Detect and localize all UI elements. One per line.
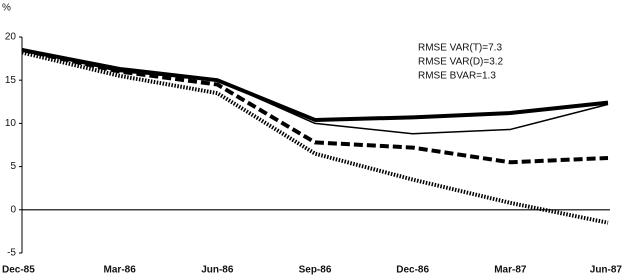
y-axis-label: % <box>2 3 11 14</box>
x-tick-label: Jun-87 <box>590 265 623 276</box>
x-tick-label: Dec-85 <box>2 265 35 276</box>
annotation: RMSE BVAR=1.3 <box>418 71 496 82</box>
y-tick-label: 15 <box>5 75 17 86</box>
annotation: RMSE VAR(D)=3.2 <box>418 57 504 68</box>
x-tick-label: Dec-86 <box>396 265 429 276</box>
series-line <box>21 47 609 122</box>
series-line <box>21 50 609 225</box>
y-tick-label: 0 <box>10 204 16 215</box>
series-line <box>21 48 609 165</box>
x-tick-label: Sep-86 <box>299 265 332 276</box>
x-tick-label: Mar-86 <box>104 265 137 276</box>
y-tick-label: -5 <box>7 248 16 259</box>
y-tick-label: 10 <box>5 118 17 129</box>
x-tick-label: Mar-87 <box>494 265 527 276</box>
y-tick-label: 20 <box>5 32 17 43</box>
y-tick-label: 5 <box>10 161 16 172</box>
series-line <box>21 49 609 135</box>
annotation: RMSE VAR(T)=7.3 <box>418 43 502 54</box>
x-tick-label: Jun-86 <box>201 265 234 276</box>
